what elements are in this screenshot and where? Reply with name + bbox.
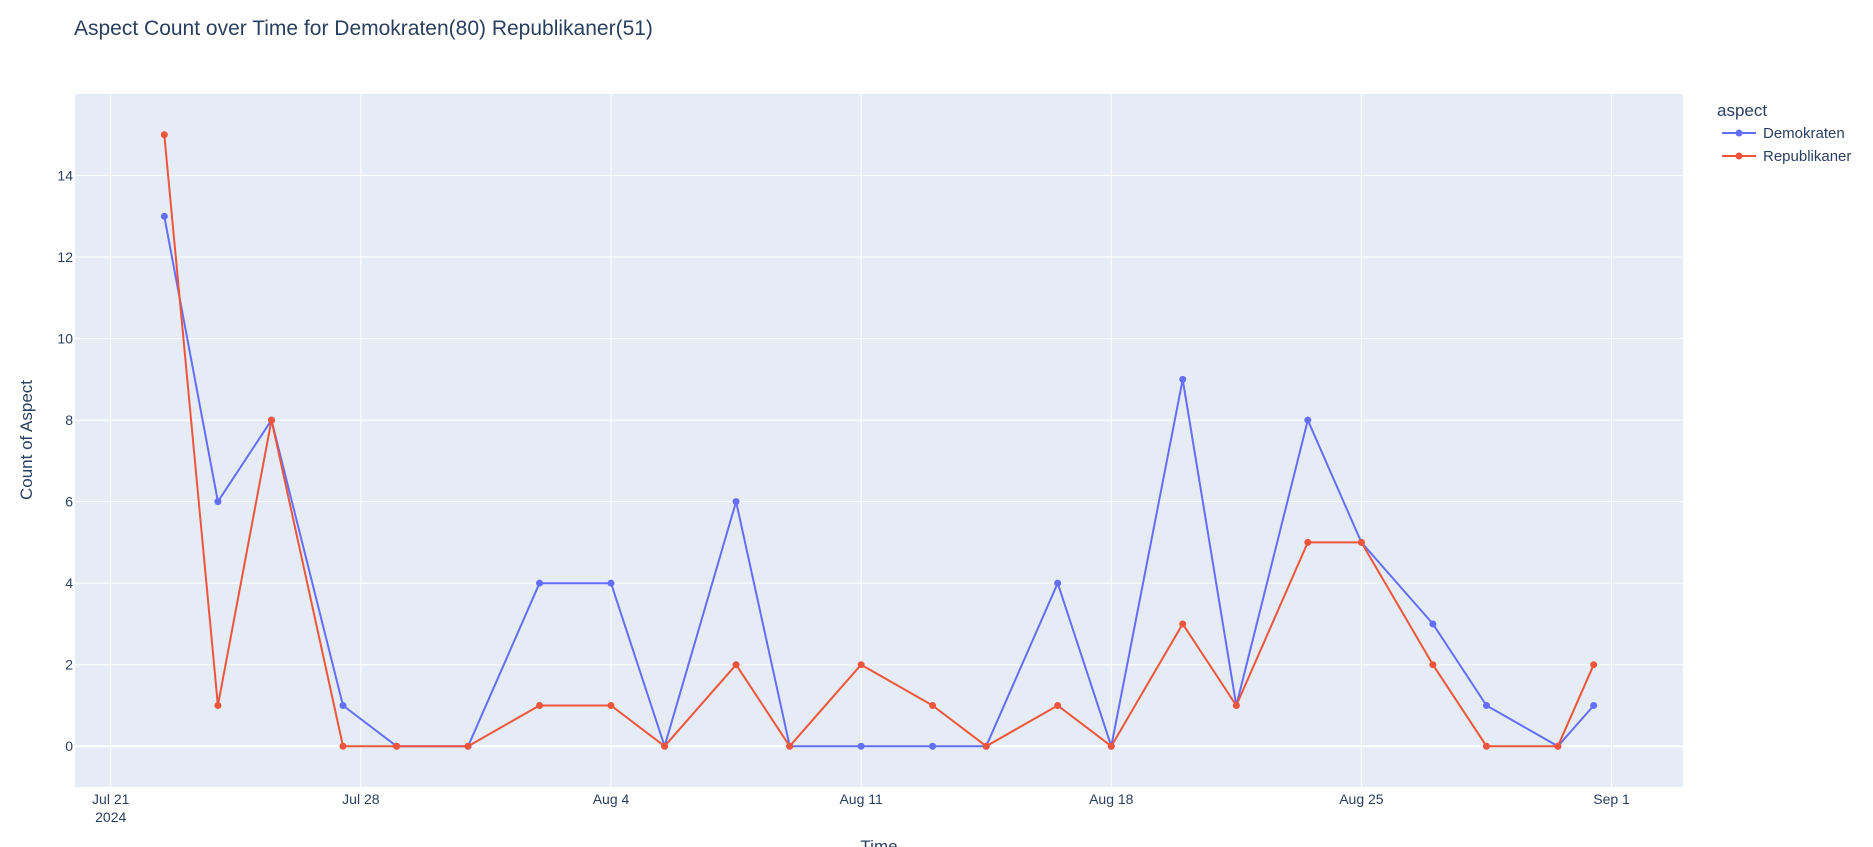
y-tick-label: 2 (65, 657, 73, 673)
y-tick-label: 14 (57, 168, 73, 184)
x-axis-ticks: Jul 21 2024 Jul 28 Aug 4 Aug 11 Aug 18 Aug 25 S… (92, 791, 1630, 825)
legend[interactable]: aspect Demokraten Republikaner (1717, 101, 1851, 165)
x-tick-sublabel: 2024 (95, 809, 126, 825)
y-tick-label: 6 (65, 494, 73, 510)
y-tick-label: 10 (57, 331, 73, 347)
data-point-republikaner[interactable] (393, 742, 401, 750)
data-point-demokraten[interactable] (929, 742, 937, 750)
data-point-republikaner[interactable] (1482, 742, 1490, 750)
data-point-demokraten[interactable] (607, 579, 615, 587)
legend-item-demokraten[interactable]: Demokraten (1722, 125, 1845, 142)
y-axis-ticks: 0 2 4 6 8 10 12 14 (57, 168, 73, 755)
plot-area (75, 94, 1683, 787)
y-tick-label: 8 (65, 412, 73, 428)
data-point-republikaner[interactable] (1304, 538, 1312, 546)
data-point-demokraten[interactable] (1304, 416, 1312, 424)
data-point-republikaner[interactable] (857, 661, 865, 669)
data-point-republikaner[interactable] (607, 701, 615, 709)
data-point-republikaner[interactable] (1232, 701, 1240, 709)
x-tick-label: Jul 21 (92, 791, 130, 807)
grid (75, 94, 1683, 787)
data-point-demokraten[interactable] (1590, 701, 1598, 709)
x-tick-label: Aug 25 (1339, 791, 1384, 807)
data-point-republikaner[interactable] (661, 742, 669, 750)
x-tick-label: Aug 11 (839, 791, 883, 807)
x-axis-label: Time (860, 837, 897, 847)
data-point-republikaner[interactable] (1107, 742, 1115, 750)
data-point-republikaner[interactable] (982, 742, 990, 750)
data-point-republikaner[interactable] (160, 131, 168, 139)
data-point-demokraten[interactable] (1429, 620, 1437, 628)
data-point-republikaner[interactable] (268, 416, 276, 424)
data-point-republikaner[interactable] (786, 742, 794, 750)
y-axis-label: Count of Aspect (17, 380, 36, 500)
data-point-republikaner[interactable] (1357, 538, 1365, 546)
x-tick-label: Jul 28 (342, 791, 380, 807)
legend-marker-republikaner (1735, 152, 1743, 160)
series-group (160, 131, 1598, 750)
y-tick-label: 0 (65, 738, 73, 754)
chart-title: Aspect Count over Time for Demokraten(80… (74, 17, 653, 40)
data-point-republikaner[interactable] (732, 661, 740, 669)
data-point-republikaner[interactable] (1590, 661, 1598, 669)
data-point-republikaner[interactable] (214, 701, 222, 709)
series-line-republikaner (163, 134, 1595, 748)
data-point-demokraten[interactable] (1179, 375, 1187, 383)
data-point-demokraten[interactable] (1054, 579, 1062, 587)
data-point-demokraten[interactable] (1482, 701, 1490, 709)
legend-item-republikaner[interactable]: Republikaner (1722, 148, 1851, 165)
legend-label-demokraten: Demokraten (1763, 125, 1845, 142)
legend-label-republikaner: Republikaner (1763, 148, 1851, 165)
data-point-republikaner[interactable] (339, 742, 347, 750)
data-point-republikaner[interactable] (536, 701, 544, 709)
data-point-republikaner[interactable] (1179, 620, 1187, 628)
data-point-republikaner[interactable] (1554, 742, 1562, 750)
data-point-demokraten[interactable] (536, 579, 544, 587)
legend-marker-demokraten (1735, 129, 1743, 137)
x-tick-label: Sep 1 (1593, 791, 1630, 807)
x-tick-label: Aug 4 (593, 791, 630, 807)
data-point-republikaner[interactable] (1054, 701, 1062, 709)
legend-title: aspect (1717, 101, 1767, 120)
data-point-republikaner[interactable] (929, 701, 937, 709)
data-point-demokraten[interactable] (339, 701, 347, 709)
y-tick-label: 4 (65, 575, 73, 591)
data-point-republikaner[interactable] (1429, 661, 1437, 669)
data-point-demokraten[interactable] (214, 498, 222, 506)
x-tick-label: Aug 18 (1089, 791, 1134, 807)
data-point-republikaner[interactable] (464, 742, 472, 750)
data-point-demokraten[interactable] (732, 498, 740, 506)
series-republikaner (160, 131, 1598, 750)
y-tick-label: 12 (57, 249, 73, 265)
data-point-demokraten[interactable] (857, 742, 865, 750)
data-point-demokraten[interactable] (160, 212, 168, 220)
series-line-demokraten (163, 216, 1595, 748)
